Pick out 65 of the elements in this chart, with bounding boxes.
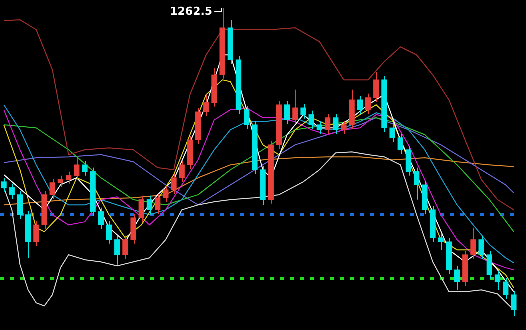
candlestick — [106, 220, 112, 244]
candlestick — [155, 194, 161, 215]
candlestick — [406, 145, 412, 176]
candlestick — [462, 250, 468, 287]
candlestick — [114, 235, 120, 266]
candlestick — [236, 56, 242, 114]
candlestick — [179, 160, 185, 183]
candlestick — [382, 76, 388, 133]
candlestick — [228, 20, 234, 65]
candlestick — [438, 234, 444, 251]
candlestick — [90, 167, 96, 216]
candlestick — [422, 180, 428, 215]
candlestick — [324, 113, 331, 134]
candlestick — [17, 190, 24, 220]
candlestick — [341, 120, 347, 134]
candlestick — [146, 195, 153, 215]
candlestick — [171, 174, 177, 195]
candlestick — [138, 195, 144, 223]
candlestick — [478, 235, 484, 260]
candlestick — [300, 104, 306, 120]
candlestick — [1, 178, 7, 192]
candlestick — [212, 68, 218, 108]
candlestick — [414, 167, 420, 200]
candlestick — [398, 133, 404, 154]
candlestick — [74, 157, 80, 180]
candlestick — [276, 100, 282, 150]
candlestick — [252, 120, 258, 175]
candlestick — [316, 120, 323, 134]
candlestick — [82, 160, 88, 176]
candlestick — [374, 72, 380, 102]
candlestick — [430, 206, 436, 243]
candlestick — [244, 105, 250, 130]
candlestick — [260, 166, 266, 206]
candlestick — [204, 94, 210, 117]
candlestick — [130, 214, 136, 244]
candlestick — [220, 8, 226, 80]
candlestick — [349, 89, 355, 130]
candlestick — [486, 250, 492, 280]
annotation: 1262.5 — [170, 4, 213, 18]
candlestick — [26, 210, 32, 259]
candlestick — [122, 235, 128, 260]
candlestick — [454, 266, 460, 291]
candlestick — [34, 220, 40, 247]
candlestick — [308, 110, 314, 130]
candlestick — [66, 171, 72, 184]
candlestick — [58, 175, 64, 188]
candlestick — [292, 89, 298, 125]
candlestick — [163, 186, 169, 203]
candlestick — [9, 183, 15, 200]
candlestick — [446, 238, 452, 275]
candlestick — [187, 136, 194, 170]
candlestick — [50, 178, 56, 200]
candlestick — [98, 207, 104, 230]
candlestick — [284, 100, 290, 125]
candlestick — [268, 140, 274, 204]
candlestick — [494, 270, 501, 291]
candlestick — [503, 278, 509, 300]
candlestick — [357, 96, 363, 114]
candlestick — [365, 93, 372, 114]
candlestick — [470, 227, 476, 260]
candlestick — [195, 108, 202, 145]
candlestick — [333, 113, 339, 134]
candlestick — [511, 290, 517, 316]
candlestick — [42, 190, 48, 230]
candlestick — [390, 124, 396, 142]
